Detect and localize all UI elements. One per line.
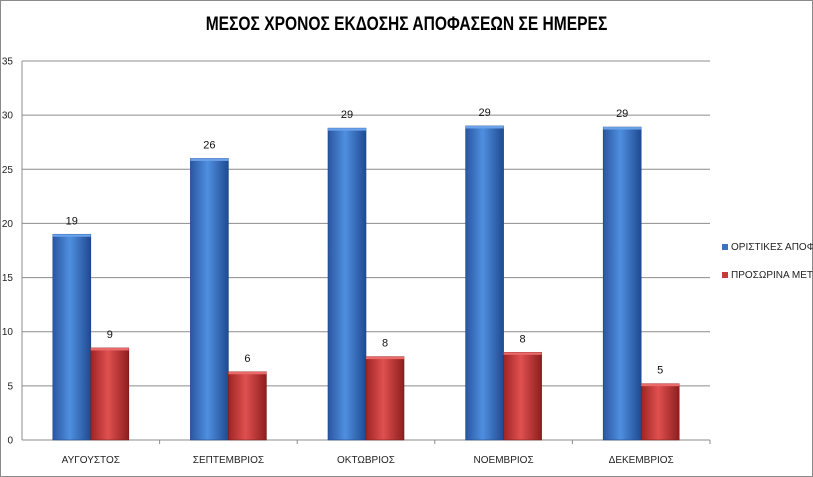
bar-final-decisions (602, 126, 642, 441)
data-label: 29 (478, 107, 490, 119)
bar-cap (641, 383, 680, 387)
x-category-label: ΑΥΓΟΥΣΤΟΣ (62, 455, 120, 466)
chart-legend: ΟΡΙΣΤΙΚΕΣ ΑΠΟΦΑΣΕΙΣ ΠΡΟΣΩΡΙΝΑ ΜΕΤΡΑ (722, 240, 813, 296)
bar-cap (190, 158, 229, 161)
data-label: 9 (107, 329, 113, 341)
y-tick-label: 35 (2, 57, 14, 68)
bar-interim-measures (640, 383, 680, 441)
data-label: 8 (382, 338, 388, 350)
x-category-label: ΣΕΠΤΕΜΒΡΙΟΣ (193, 455, 264, 466)
x-category-label: ΝΟΕΜΒΡΙΟΣ (474, 455, 534, 466)
legend-swatch (722, 244, 728, 250)
bar-final-decisions (465, 125, 504, 441)
bar-cap (465, 125, 504, 129)
data-label: 29 (341, 109, 353, 121)
bar-interim-measures (365, 356, 405, 441)
bar-interim-measures (228, 371, 267, 441)
bar-interim-measures (90, 347, 130, 441)
x-category-label: ΔΕΚΕΜΒΡΙΟΣ (609, 455, 674, 466)
data-label: 19 (66, 215, 78, 227)
chart-title: ΜΕΣΟΣ ΧΡΟΝΟΣ ΕΚΔΟΣΗΣ ΑΠΟΦΑΣΕΩΝ ΣΕ ΗΜΕΡΕΣ (205, 14, 608, 35)
bar-interim-measures (503, 351, 542, 441)
y-tick-label: 30 (2, 111, 14, 122)
bar-cap (328, 128, 366, 131)
x-category-label: ΟΚΤΩΒΡΙΟΣ (337, 455, 395, 466)
data-label: 5 (657, 365, 663, 377)
y-tick-label: 5 (7, 381, 13, 392)
bar-final-decisions (52, 233, 92, 441)
bar-cap (90, 347, 129, 351)
bar-cap (228, 371, 267, 375)
data-label: 26 (203, 139, 215, 151)
bar-final-decisions (327, 127, 367, 441)
legend-label: ΠΡΟΣΩΡΙΝΑ ΜΕΤΡΑ (731, 269, 813, 281)
bar-cap (503, 352, 542, 355)
legend-label: ΟΡΙΣΤΙΚΕΣ ΑΠΟΦΑΣΕΙΣ (731, 241, 813, 253)
data-label: 6 (244, 353, 250, 365)
y-tick-label: 20 (2, 219, 14, 230)
bar-cap (52, 234, 91, 237)
bar-final-decisions (190, 158, 229, 441)
bar-cap (366, 356, 404, 360)
legend-item: ΟΡΙΣΤΙΚΕΣ ΑΠΟΦΑΣΕΙΣ (722, 240, 813, 254)
data-label: 8 (520, 333, 526, 345)
y-tick-label: 25 (2, 165, 14, 176)
y-tick-label: 0 (7, 436, 13, 447)
legend-swatch (722, 272, 728, 278)
bar-cap (603, 127, 642, 130)
legend-item: ΠΡΟΣΩΡΙΝΑ ΜΕΤΡΑ (722, 268, 813, 282)
y-tick-label: 15 (2, 273, 14, 284)
y-tick-label: 10 (2, 327, 14, 338)
data-label: 29 (616, 108, 628, 120)
